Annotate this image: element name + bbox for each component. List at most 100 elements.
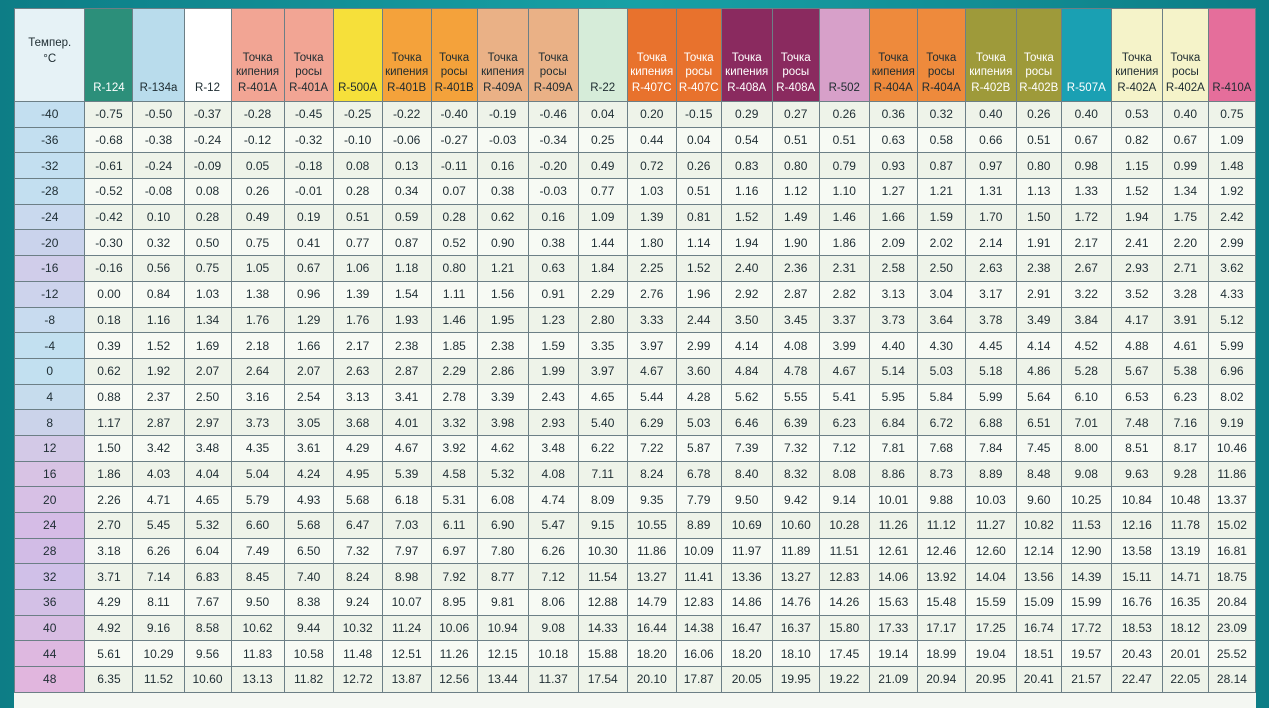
pressure-cell: 5.18 bbox=[964, 357, 1017, 385]
pressure-cell: 6.60 bbox=[230, 512, 285, 539]
pressure-cell: 10.30 bbox=[577, 537, 628, 565]
pressure-cell: 11.78 bbox=[1161, 512, 1209, 539]
pressure-cell: 2.09 bbox=[868, 229, 918, 257]
pressure-cell: 9.28 bbox=[1161, 460, 1209, 488]
pressure-cell: 7.48 bbox=[1110, 409, 1163, 436]
pressure-cell: 15.09 bbox=[1015, 589, 1062, 616]
pressure-cell: -0.03 bbox=[527, 178, 579, 205]
pressure-cell: 0.25 bbox=[577, 126, 628, 154]
pressure-cell: 5.28 bbox=[1060, 357, 1112, 385]
header-bottom-label: R-402A bbox=[1165, 82, 1205, 94]
pressure-cell: 20.95 bbox=[964, 666, 1017, 693]
pressure-cell: 1.59 bbox=[527, 332, 579, 359]
pressure-cell: 18.99 bbox=[916, 640, 966, 668]
pressure-cell: 7.01 bbox=[1060, 409, 1112, 436]
table-row: 40 4.92 9.16 8.58 10.62 9.44 10.32 11.24 10.06 10… bbox=[14, 614, 1256, 642]
pressure-cell: 7.49 bbox=[230, 537, 285, 565]
pressure-cell: 3.61 bbox=[283, 434, 334, 462]
pressure-cell: -0.24 bbox=[183, 126, 232, 154]
pressure-cell: 8.32 bbox=[771, 460, 820, 488]
pressure-cell: 1.46 bbox=[818, 203, 870, 231]
pressure-cell: -0.06 bbox=[381, 126, 432, 154]
pressure-cell: 7.32 bbox=[771, 434, 820, 462]
pressure-cell: 0.34 bbox=[381, 178, 432, 205]
pressure-cell: 10.18 bbox=[527, 640, 579, 668]
pressure-cell: 4.52 bbox=[1060, 332, 1112, 359]
pressure-cell: 5.03 bbox=[916, 357, 966, 385]
pressure-cell: 2.80 bbox=[577, 306, 628, 334]
pressure-cell: 1.03 bbox=[183, 280, 232, 308]
header-temperature: Темпер. °C bbox=[14, 8, 86, 102]
pressure-cell: 1.15 bbox=[1110, 152, 1163, 180]
pressure-cell: 3.73 bbox=[230, 409, 285, 436]
pressure-cell: 8.17 bbox=[1161, 434, 1209, 462]
pressure-cell: 5.38 bbox=[1161, 357, 1209, 385]
pressure-cell: 5.14 bbox=[868, 357, 918, 385]
pressure-cell: 2.97 bbox=[183, 409, 232, 436]
pressure-cell: 16.74 bbox=[1015, 614, 1062, 642]
pressure-cell: 13.36 bbox=[720, 563, 773, 591]
pressure-cell: 5.67 bbox=[1110, 357, 1163, 385]
pressure-cell: 17.54 bbox=[577, 666, 628, 693]
pressure-cell: 2.02 bbox=[916, 229, 966, 257]
pressure-cell: 5.31 bbox=[430, 486, 478, 513]
pressure-cell: 7.11 bbox=[577, 460, 628, 488]
pressure-cell: 14.38 bbox=[675, 614, 722, 642]
pressure-cell: 11.82 bbox=[283, 666, 334, 693]
header-r-404a-18: Точка росы R-404A bbox=[916, 8, 966, 102]
pressure-cell: 0.10 bbox=[132, 203, 185, 231]
pressure-cell: 8.86 bbox=[868, 460, 918, 488]
pressure-cell: 3.42 bbox=[132, 434, 185, 462]
pressure-cell: 6.23 bbox=[1161, 383, 1209, 411]
pressure-cell: 8.48 bbox=[1015, 460, 1062, 488]
pressure-cell: 1.33 bbox=[1060, 178, 1112, 205]
pressure-cell: 0.53 bbox=[1110, 101, 1163, 128]
pressure-cell: 8.95 bbox=[430, 589, 478, 616]
pressure-cell: -0.46 bbox=[527, 101, 579, 128]
pressure-cell: 9.50 bbox=[230, 589, 285, 616]
header-top-label: Точка росы bbox=[683, 52, 714, 78]
pressure-cell: 3.37 bbox=[818, 306, 870, 334]
pressure-cell: 22.05 bbox=[1161, 666, 1209, 693]
pressure-cell: -0.01 bbox=[283, 178, 334, 205]
pressure-cell: -0.75 bbox=[84, 101, 134, 128]
pressure-cell: 16.47 bbox=[720, 614, 773, 642]
pressure-cell: 6.22 bbox=[577, 434, 628, 462]
pressure-cell: 13.19 bbox=[1161, 537, 1209, 565]
pressure-cell: -0.10 bbox=[332, 126, 383, 154]
pressure-cell: 14.26 bbox=[818, 589, 870, 616]
pressure-cell: 8.73 bbox=[916, 460, 966, 488]
pressure-cell: 7.80 bbox=[476, 537, 529, 565]
temperature-cell: 24 bbox=[14, 512, 86, 539]
pressure-cell: 0.26 bbox=[230, 178, 285, 205]
table-row: 0 0.62 1.92 2.07 2.64 2.07 2.63 2.87 2.29 2.86 1.9… bbox=[14, 357, 1256, 385]
pressure-cell: 14.39 bbox=[1060, 563, 1112, 591]
pressure-cell: 14.33 bbox=[577, 614, 628, 642]
pressure-cell: 1.16 bbox=[720, 178, 773, 205]
pressure-cell: 2.63 bbox=[964, 255, 1017, 282]
header-bottom-label: R-502 bbox=[828, 82, 860, 94]
pressure-cell: 0.93 bbox=[868, 152, 918, 180]
pressure-cell: 14.86 bbox=[720, 589, 773, 616]
header-bottom-label: R-507A bbox=[1066, 82, 1106, 94]
pressure-cell: 6.23 bbox=[818, 409, 870, 436]
pressure-cell: 16.76 bbox=[1110, 589, 1163, 616]
header-r-22: R-22 bbox=[577, 8, 628, 102]
table-row: 48 6.35 11.52 10.60 13.13 11.82 12.72 13.87 12.5… bbox=[14, 666, 1256, 693]
pressure-cell: 2.38 bbox=[1015, 255, 1062, 282]
pressure-cell: 1.90 bbox=[771, 229, 820, 257]
pressure-cell: 9.56 bbox=[183, 640, 232, 668]
pressure-cell: 3.60 bbox=[675, 357, 722, 385]
pressure-cell: 2.50 bbox=[183, 383, 232, 411]
pressure-cell: 2.86 bbox=[476, 357, 529, 385]
header-r-401a-4: Точка кипения R-401A bbox=[230, 8, 285, 102]
pressure-cell: 1.14 bbox=[675, 229, 722, 257]
pressure-cell: 6.72 bbox=[916, 409, 966, 436]
pressure-cell: 2.17 bbox=[332, 332, 383, 359]
pressure-cell: 6.10 bbox=[1060, 383, 1112, 411]
pressure-cell: 1.84 bbox=[577, 255, 628, 282]
pressure-cell: 10.69 bbox=[720, 512, 773, 539]
pressure-cell: 20.43 bbox=[1110, 640, 1163, 668]
pressure-cell: 0.05 bbox=[230, 152, 285, 180]
pressure-cell: 6.26 bbox=[527, 537, 579, 565]
